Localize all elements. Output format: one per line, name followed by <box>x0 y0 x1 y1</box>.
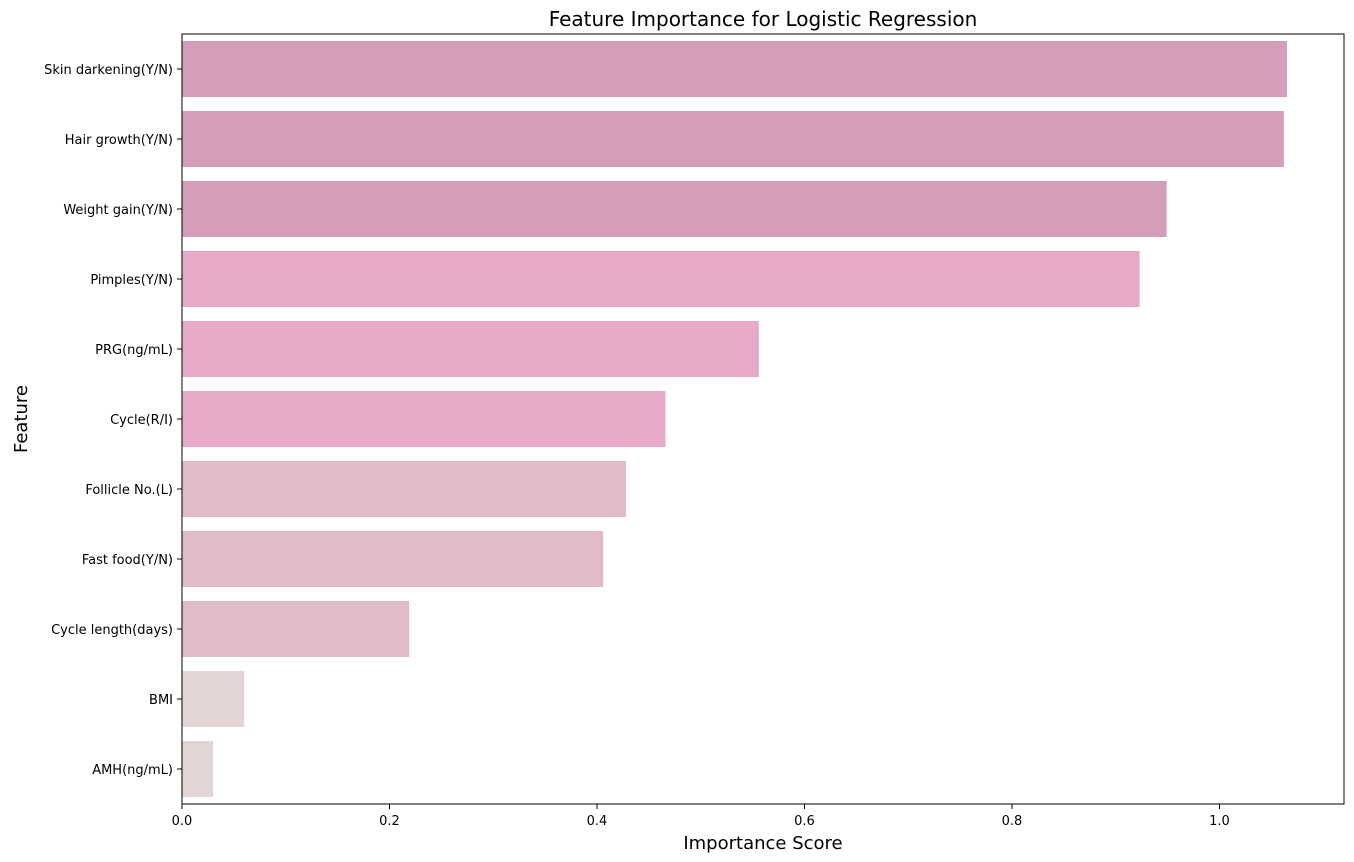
x-tick-label: 0.4 <box>587 814 608 829</box>
plot-frame <box>181 33 1345 805</box>
x-axis-ticks: 0.0 0.2 0.4 0.6 0.8 1.0 <box>172 804 1230 829</box>
y-tick-label: BMI <box>149 693 173 708</box>
y-tick-label: Fast food(Y/N) <box>82 553 173 568</box>
bars-group <box>182 41 1287 797</box>
y-tick-label: PRG(ng/mL) <box>95 343 173 358</box>
x-tick-label: 0.0 <box>172 814 193 829</box>
bar <box>182 461 627 517</box>
y-axis-label: Feature <box>11 385 32 453</box>
bar <box>182 601 410 657</box>
y-tick-label: Skin darkening(Y/N) <box>44 63 173 78</box>
y-axis-ticks: Skin darkening(Y/N) Hair growth(Y/N) Weigh… <box>44 63 182 778</box>
bar <box>182 531 604 587</box>
x-tick-label: 0.6 <box>794 814 815 829</box>
x-tick-label: 0.2 <box>379 814 400 829</box>
bar <box>182 251 1140 307</box>
bar <box>182 321 759 377</box>
bar <box>182 41 1287 97</box>
y-tick-label: AMH(ng/mL) <box>92 763 173 778</box>
bar <box>182 391 666 447</box>
x-axis-label: Importance Score <box>683 833 842 854</box>
bar <box>182 181 1167 237</box>
chart-title: Feature Importance for Logistic Regressi… <box>549 7 978 31</box>
y-tick-label: Follicle No.(L) <box>85 483 173 498</box>
y-tick-label: Cycle(R/I) <box>110 413 173 428</box>
bar <box>182 111 1284 167</box>
y-tick-label: Pimples(Y/N) <box>90 273 173 288</box>
bar <box>182 741 214 797</box>
y-tick-label: Cycle length(days) <box>51 623 173 638</box>
y-tick-label: Weight gain(Y/N) <box>63 203 173 218</box>
x-tick-label: 0.8 <box>1002 814 1023 829</box>
y-tick-label: Hair growth(Y/N) <box>65 133 173 148</box>
x-tick-label: 1.0 <box>1209 814 1230 829</box>
bar <box>182 671 245 727</box>
